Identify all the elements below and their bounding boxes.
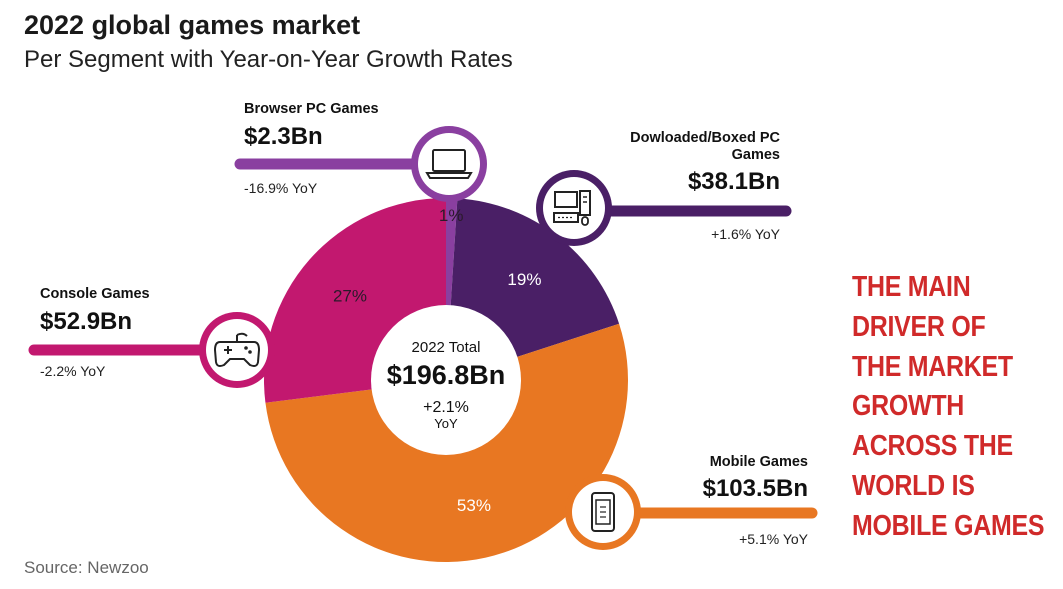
callout-line: ACROSS THE xyxy=(852,430,1013,463)
console-segment-value: $52.9Bn xyxy=(40,308,133,335)
slice-percent-label: 53% xyxy=(457,496,491,515)
laptop-icon xyxy=(411,126,487,202)
gamepad-icon xyxy=(199,312,275,388)
mobile-segment-name: Mobile Games xyxy=(709,454,808,470)
mobile-segment-value: $103.5Bn xyxy=(702,475,808,502)
downloaded-segment-value: $38.1Bn xyxy=(687,168,780,195)
console-segment-yoy: -2.2% YoY xyxy=(40,363,106,379)
source-note: Source: Newzoo xyxy=(24,558,149,577)
browser-segment-yoy: -16.9% YoY xyxy=(244,180,318,196)
slice-percent-label: 19% xyxy=(507,270,541,289)
downloaded-segment-name: Dowloaded/Boxed PC Games xyxy=(630,130,780,163)
slice-percent-label: 1% xyxy=(439,206,464,225)
callout-line: GROWTH xyxy=(852,390,965,423)
mobile-segment-yoy: +5.1% YoY xyxy=(739,531,808,547)
browser-segment-name: Browser PC Games xyxy=(244,101,379,117)
center-total: $196.8Bn xyxy=(387,360,506,390)
callout-line: WORLD IS xyxy=(852,469,975,502)
center-growth: +2.1% xyxy=(423,399,469,416)
center-label: 2022 Total xyxy=(412,339,481,356)
smartphone-icon xyxy=(565,474,641,550)
donut-hole xyxy=(371,305,521,455)
callout-text: THE MAIN DRIVER OF THE MARKET GROWTH ACR… xyxy=(852,268,1045,547)
callout-line: THE MARKET xyxy=(852,350,1013,383)
callout-line: DRIVER OF xyxy=(852,310,986,343)
chart-title: 2022 global games market xyxy=(24,10,361,40)
callout-line: THE MAIN xyxy=(852,271,971,303)
center-yoy: YoY xyxy=(434,416,458,431)
desktop-computer-icon xyxy=(536,170,612,246)
slice-percent-label: 27% xyxy=(333,286,367,305)
browser-segment-value: $2.3Bn xyxy=(244,123,323,150)
console-segment-name: Console Games xyxy=(40,286,150,302)
callout-line: MOBILE GAMES xyxy=(852,509,1045,542)
chart-subtitle: Per Segment with Year-on-Year Growth Rat… xyxy=(24,46,513,73)
downloaded-segment-yoy: +1.6% YoY xyxy=(711,226,780,242)
